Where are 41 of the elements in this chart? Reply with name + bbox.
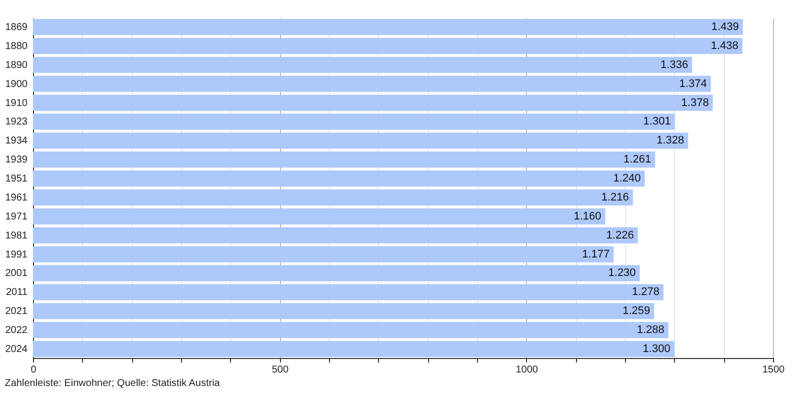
text: Zahlenleiste: Einwohner; Quelle: Statistik Austria — [4, 378, 220, 389]
y-tick-label: 1991 — [5, 249, 28, 260]
y-tick-label: 1981 — [5, 230, 28, 242]
data-label: 1.216 — [601, 191, 629, 204]
y-tick-label: 2011 — [6, 287, 28, 298]
y-tick-label: 2022 — [5, 325, 28, 336]
data-label: 1.259 — [622, 305, 650, 318]
data-label: 1.439 — [711, 20, 739, 33]
x-tick-label: 500 — [272, 364, 289, 376]
y-tick-label: 2024 — [5, 344, 28, 356]
x-tick-label: 0 — [30, 364, 37, 376]
data-label: 1.374 — [679, 78, 707, 90]
x-tick-label: 1500 — [762, 364, 786, 376]
data-label: 1.226 — [606, 229, 634, 242]
y-tick-label: 1880 — [5, 40, 28, 52]
data-label: 1.328 — [656, 134, 684, 147]
y-tick-label: 1910 — [5, 98, 28, 109]
y-tick-label: 1961 — [5, 192, 28, 204]
data-label: 1.261 — [624, 154, 652, 166]
x-tick-label: 1000 — [516, 364, 538, 376]
data-label: 1.160 — [574, 210, 602, 222]
data-label: 1.177 — [582, 248, 610, 260]
data-label: 1.300 — [642, 343, 670, 356]
y-tick-label: 1971 — [5, 211, 28, 222]
data-label: 1.278 — [632, 286, 660, 298]
data-label: 1.240 — [613, 172, 641, 185]
y-tick-label: 2001 — [5, 268, 28, 280]
y-tick-label: 1934 — [5, 136, 28, 147]
y-tick-label: 1923 — [5, 116, 28, 128]
y-tick-label: 1951 — [5, 174, 28, 185]
y-tick-label: 1939 — [5, 154, 28, 166]
y-tick-label: 2021 — [5, 306, 28, 318]
data-label: 1.336 — [660, 58, 688, 71]
data-label: 1.230 — [608, 267, 636, 280]
data-label: 1.301 — [643, 116, 671, 128]
data-label: 1.378 — [681, 96, 709, 109]
y-tick-label: 1890 — [5, 60, 28, 71]
data-label: 1.288 — [636, 324, 664, 336]
data-label: 1.438 — [710, 40, 738, 52]
y-tick-label: 1869 — [5, 22, 28, 33]
y-tick-label: 1900 — [5, 78, 28, 90]
